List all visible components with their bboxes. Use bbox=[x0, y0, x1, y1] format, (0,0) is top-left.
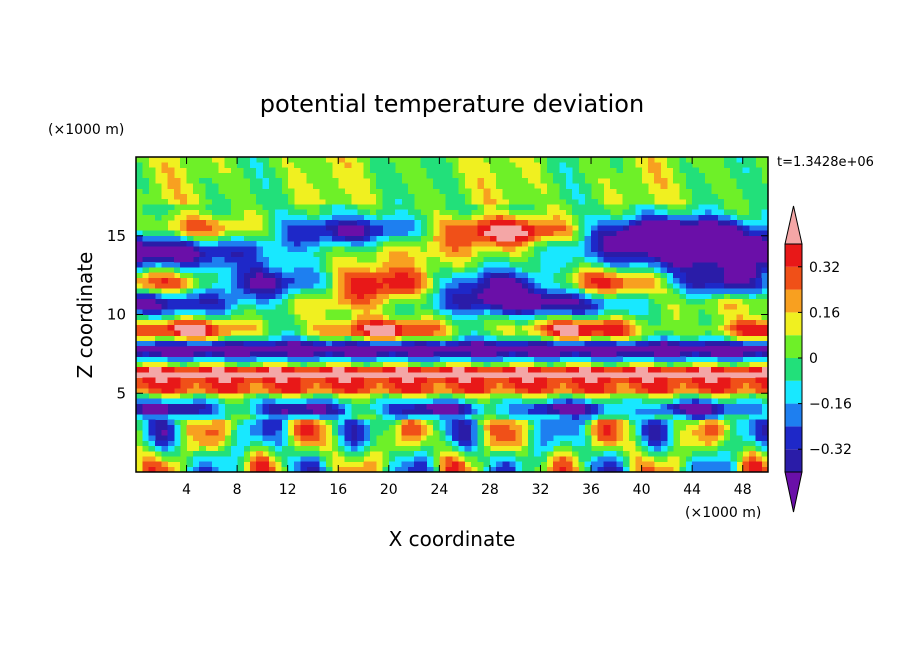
colorbar-segment bbox=[785, 449, 802, 472]
heatmap-band bbox=[136, 209, 768, 472]
colorbar-segment bbox=[785, 244, 802, 267]
heatmap-band bbox=[136, 220, 768, 472]
time-label: t=1.3428e+06 bbox=[777, 155, 874, 170]
x-tick-label: 24 bbox=[430, 482, 448, 498]
y-tick-label: 15 bbox=[107, 227, 126, 245]
colorbar-segment bbox=[785, 289, 802, 313]
colorbar-label: 0.16 bbox=[809, 305, 840, 321]
colorbar-segment bbox=[785, 358, 802, 381]
heatmap-band bbox=[136, 214, 768, 472]
x-unit-label: (×1000 m) bbox=[685, 505, 761, 521]
x-tick-label: 16 bbox=[329, 482, 347, 498]
x-tick-label: 12 bbox=[279, 482, 297, 498]
x-axis: 4 8 12 16 20 24 28 32 36 40 44 48 bbox=[182, 157, 752, 498]
x-tick-label: 20 bbox=[380, 482, 398, 498]
colorbar-label: 0.32 bbox=[809, 260, 840, 276]
x-tick-label: 32 bbox=[532, 482, 550, 498]
colorbar-extend-low bbox=[784, 471, 803, 513]
y-tick-label: 10 bbox=[107, 306, 126, 324]
x-tick-label: 4 bbox=[182, 482, 191, 498]
heatmap-band bbox=[136, 220, 768, 472]
x-tick-label: 40 bbox=[633, 482, 651, 498]
y-tick-label: 5 bbox=[116, 384, 126, 402]
y-unit-label: (×1000 m) bbox=[48, 122, 124, 138]
heatmap-band bbox=[136, 220, 768, 436]
heatmap-band bbox=[136, 225, 768, 384]
x-axis-label: X coordinate bbox=[389, 527, 516, 551]
chart-title: potential temperature deviation bbox=[260, 90, 644, 118]
colorbar-segment bbox=[785, 335, 802, 358]
colorbar-segment bbox=[785, 403, 802, 427]
x-tick-label: 36 bbox=[582, 482, 600, 498]
colorbar-segment bbox=[785, 312, 802, 336]
y-axis-label: Z coordinate bbox=[73, 252, 97, 379]
colorbar-label: −0.16 bbox=[809, 397, 852, 413]
colorbar-label: 0 bbox=[809, 351, 818, 367]
colorbar-segment bbox=[785, 426, 802, 450]
colorbar-extend-high bbox=[784, 205, 803, 245]
x-tick-label: 44 bbox=[683, 482, 701, 498]
colorbar-segment bbox=[785, 380, 802, 404]
y-axis: 5 10 15 bbox=[107, 227, 768, 402]
heatmap-field bbox=[136, 157, 768, 472]
colorbar: 0.32 0.16 0 −0.16 −0.32 bbox=[784, 205, 852, 513]
heatmap-band bbox=[136, 157, 768, 472]
x-tick-label: 28 bbox=[481, 482, 499, 498]
colorbar-label: −0.32 bbox=[809, 442, 852, 458]
colorbar-segment bbox=[785, 266, 802, 290]
x-tick-label: 8 bbox=[233, 482, 242, 498]
x-tick-label: 48 bbox=[734, 482, 752, 498]
